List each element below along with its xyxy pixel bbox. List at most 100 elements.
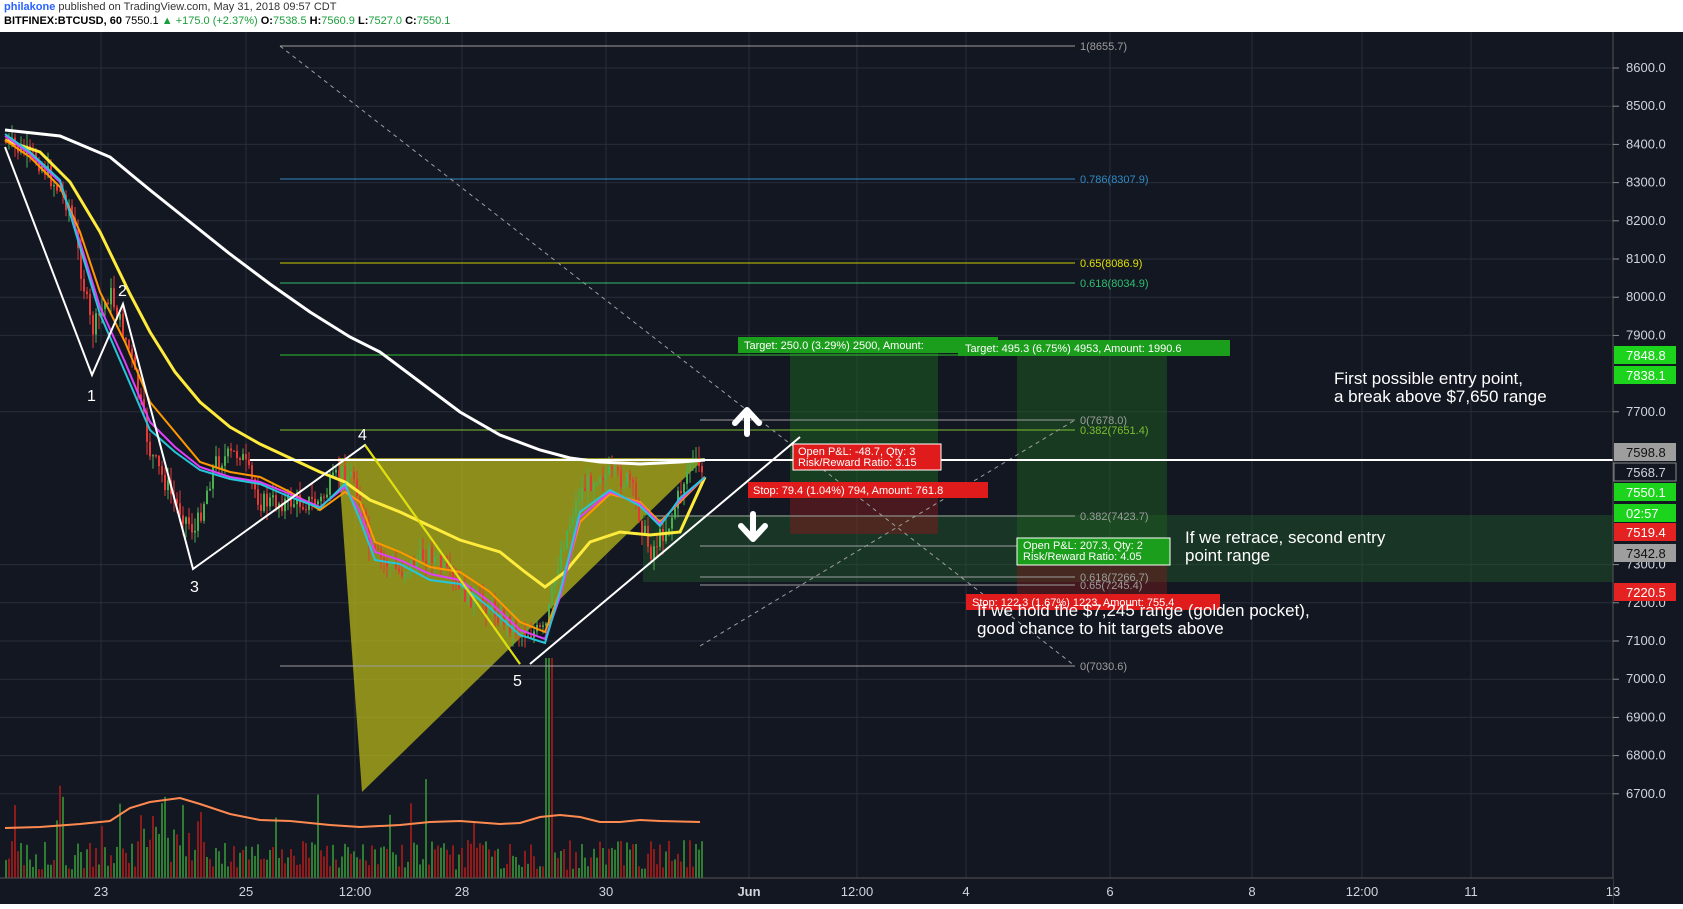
- candle-body: [446, 562, 448, 567]
- volume-bar: [221, 863, 223, 878]
- fib-382-top-label: 0.382(7651.4): [1080, 425, 1149, 437]
- candle-body: [614, 467, 616, 469]
- volume-bar: [605, 864, 607, 878]
- volume-bar: [431, 841, 433, 878]
- chart-canvas[interactable]: 1(8655.7) 0.786(8307.9) 0.65(8086.9) 0.6…: [0, 32, 1683, 904]
- open-value: 7538.5: [272, 15, 307, 27]
- volume-bar: [311, 842, 313, 878]
- volume-bar: [422, 859, 424, 878]
- candle-body: [599, 477, 601, 484]
- candle-body: [80, 247, 82, 279]
- low-value: 7527.0: [368, 15, 403, 27]
- y-tick-label: 7000.0: [1626, 671, 1666, 686]
- candle-body: [266, 493, 268, 507]
- volume-bar: [290, 848, 292, 878]
- candle-body: [320, 496, 322, 502]
- volume-bar: [473, 822, 475, 878]
- volume-bar: [176, 834, 178, 878]
- volume-bar: [206, 857, 208, 878]
- wave-label-2: 2: [118, 283, 127, 300]
- volume-bar: [284, 863, 286, 878]
- volume-bar: [107, 865, 109, 878]
- volume-bar: [629, 849, 631, 878]
- candle-body: [440, 556, 442, 569]
- price-tag: [1614, 443, 1676, 461]
- volume-bar: [326, 845, 328, 878]
- symbol-name[interactable]: BITFINEX:BTCUSD, 60: [4, 15, 122, 27]
- volume-bar: [437, 845, 439, 878]
- candle-body: [497, 616, 499, 624]
- time-scale[interactable]: [0, 878, 1613, 904]
- volume-bar: [155, 826, 157, 878]
- candle-body: [83, 278, 85, 292]
- candle-body: [401, 571, 403, 577]
- fib-65-label: 0.65(8086.9): [1080, 258, 1142, 270]
- volume-bar: [614, 849, 616, 878]
- price-tag-label: 7519.4: [1626, 525, 1666, 540]
- candle-body: [581, 487, 583, 501]
- candle-body: [506, 616, 508, 625]
- volume-bar: [113, 863, 115, 878]
- volume-bar: [32, 866, 34, 878]
- x-tick-label: 11: [1464, 884, 1478, 899]
- volume-bar: [542, 866, 544, 878]
- volume-bar: [47, 864, 49, 878]
- volume-bar: [260, 859, 262, 878]
- volume-bar: [608, 848, 610, 878]
- y-tick-label: 8000.0: [1626, 289, 1666, 304]
- volume-bar: [365, 860, 367, 878]
- author-link[interactable]: philakone: [4, 1, 56, 13]
- ma-200-line: [4, 128, 706, 466]
- candle-body: [560, 549, 562, 570]
- candle-body: [44, 165, 46, 175]
- fib-retracement: [279, 45, 1076, 667]
- chart-area[interactable]: 1(8655.7) 0.786(8307.9) 0.65(8086.9) 0.6…: [0, 32, 1683, 904]
- candle-body: [356, 479, 358, 496]
- x-tick-label: 25: [239, 884, 253, 899]
- x-tick-label: 8: [1248, 884, 1255, 899]
- volume-bar: [389, 814, 391, 878]
- candle-body: [221, 465, 223, 469]
- candle-body: [671, 517, 673, 529]
- candle-body: [167, 480, 169, 491]
- volume-bar: [524, 850, 526, 878]
- candle-body: [458, 581, 460, 589]
- target-2-label: Target: 495.3 (6.75%) 4953, Amount: 1990…: [965, 343, 1181, 355]
- candle-body: [452, 568, 454, 578]
- candle-body: [491, 601, 493, 610]
- down-arrow-icon: [738, 511, 768, 542]
- volume-bar: [194, 849, 196, 878]
- candle-body: [269, 497, 271, 507]
- volume-bar: [341, 856, 343, 878]
- volume-bar: [470, 843, 472, 878]
- x-tick-label: 4: [962, 884, 969, 899]
- candle-body: [521, 633, 523, 636]
- candle-body: [278, 503, 280, 508]
- volume-bar: [464, 867, 466, 878]
- candle-body: [260, 504, 262, 511]
- x-tick-label: 28: [455, 884, 469, 899]
- price-tag-label: 7598.8: [1626, 445, 1666, 460]
- fib-382-mid-label: 0.382(7423.7): [1080, 511, 1149, 523]
- volume-bar: [509, 843, 511, 878]
- price-tags: 7848.8 7838.1 7598.8 7568.7 7550.1 02:57 7519.…: [1613, 346, 1677, 601]
- price-tag: [1614, 366, 1676, 384]
- volume-bar: [476, 847, 478, 878]
- candle-body: [290, 494, 292, 507]
- open-label: O:: [260, 15, 273, 27]
- candle-body: [89, 294, 91, 315]
- candle-body: [341, 466, 343, 477]
- volume-bar: [224, 842, 226, 878]
- candle-body: [329, 477, 331, 495]
- pocket-note-line1: If we hold the $7,245 range (golden pock…: [977, 601, 1310, 620]
- volume-bar: [518, 864, 520, 878]
- fib-1-label: 1(8655.7): [1080, 41, 1127, 53]
- volume-bar: [320, 850, 322, 878]
- symbol-line: BITFINEX:BTCUSD, 60 7550.1 ▲ +175.0 (+2.…: [4, 15, 450, 27]
- candle-body: [545, 623, 547, 626]
- volume-bar: [395, 854, 397, 878]
- candle-body: [482, 593, 484, 605]
- volume-bar: [677, 853, 679, 878]
- candle-body: [200, 512, 202, 521]
- volume-bar: [383, 846, 385, 878]
